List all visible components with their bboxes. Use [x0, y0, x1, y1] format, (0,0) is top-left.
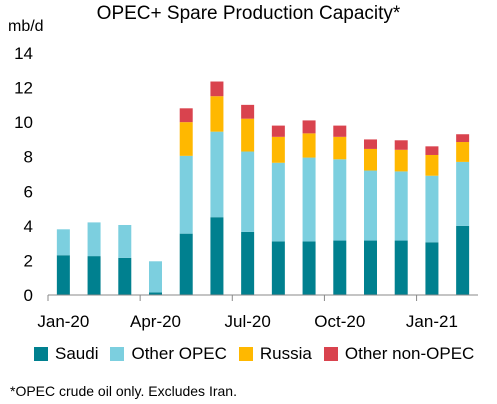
- footnote: *OPEC crude oil only. Excludes Iran.: [10, 383, 237, 399]
- bar-segment-russia: [333, 136, 347, 160]
- bar-segment-russia: [302, 133, 316, 158]
- legend: Saudi Other OPEC Russia Other non-OPEC: [34, 344, 486, 364]
- legend-swatch: [238, 347, 253, 361]
- bar-segment-other-opec: [56, 229, 70, 256]
- legend-swatch: [323, 347, 338, 361]
- legend-item: Other OPEC: [110, 344, 227, 364]
- bar-segment-other-non-opec: [394, 140, 408, 150]
- legend-label: Russia: [259, 344, 312, 363]
- bar-segment-saudi: [56, 255, 70, 295]
- bar-segment-saudi: [425, 242, 439, 295]
- bar-segment-saudi: [241, 231, 255, 295]
- bar-segment-russia: [364, 148, 377, 171]
- bar-segment-saudi: [271, 241, 285, 295]
- bar-segment-other-opec: [179, 155, 193, 234]
- y-axis-label: mb/d: [8, 18, 44, 35]
- bar-segment-other-opec: [118, 224, 132, 258]
- x-tick-label: Jan-20: [37, 312, 89, 331]
- bar-segment-saudi: [149, 292, 162, 295]
- bar-segment-saudi: [210, 217, 224, 295]
- bar-segment-russia: [425, 154, 439, 176]
- chart-plot: 0 2 4 6 8 10 12 14 Jan-20 Apr-20 Jul-20 Oct-20 Jan-…: [14, 44, 478, 331]
- bar-segment-saudi: [364, 240, 377, 295]
- bar-segment-other-non-opec: [333, 125, 347, 137]
- bar-segment-other-opec: [425, 175, 439, 243]
- bar-segment-other-non-opec: [179, 108, 193, 123]
- bar-segment-saudi: [302, 241, 316, 295]
- bar-segment-russia: [210, 96, 224, 132]
- bar-segment-other-non-opec: [456, 134, 470, 143]
- bar-segment-saudi: [456, 225, 470, 295]
- chart-title: OPEC+ Spare Production Capacity*: [96, 3, 401, 24]
- legend-label: Other OPEC: [131, 344, 227, 363]
- legend-label: Saudi: [55, 344, 99, 363]
- bar-segment-saudi: [394, 240, 408, 295]
- x-tick-label: Jul-20: [224, 312, 270, 331]
- bar-segment-other-opec: [271, 162, 285, 242]
- bar-segment-russia: [271, 136, 285, 163]
- bar-segment-saudi: [87, 256, 101, 295]
- bar-segment-other-opec: [241, 151, 255, 232]
- bar-segment-other-non-opec: [271, 125, 285, 137]
- bar-segment-other-opec: [210, 131, 224, 218]
- y-tick-label: 6: [24, 182, 33, 201]
- bar-segment-russia: [179, 122, 193, 156]
- bar-segment-russia: [456, 142, 470, 162]
- bar-segment-other-non-opec: [425, 146, 439, 155]
- legend-item: Saudi: [34, 344, 98, 364]
- y-tick-label: 10: [14, 113, 33, 132]
- bar-segment-saudi: [333, 240, 347, 295]
- x-tick-label: Oct-20: [314, 312, 365, 331]
- bar-segment-saudi: [118, 257, 132, 295]
- x-tick-label: Apr-20: [130, 312, 181, 331]
- bar-segment-russia: [394, 149, 408, 172]
- bar-segment-other-opec: [302, 157, 316, 242]
- bar-segment-russia: [241, 118, 255, 152]
- bar-segment-other-non-opec: [210, 81, 224, 97]
- legend-swatch: [110, 347, 125, 361]
- y-tick-label: 12: [14, 79, 33, 98]
- legend-swatch: [34, 347, 48, 361]
- bar-segment-other-opec: [456, 161, 470, 226]
- bar-segment-other-opec: [394, 171, 408, 241]
- bar-segment-other-non-opec: [364, 139, 377, 149]
- y-tick-label: 2: [24, 251, 33, 270]
- bar-segment-other-opec: [333, 159, 347, 241]
- bar-segment-other-opec: [149, 261, 162, 293]
- y-tick-label: 8: [24, 148, 33, 167]
- y-tick-label: 4: [24, 217, 33, 236]
- x-tick-label: Jan-21: [406, 312, 458, 331]
- legend-item: Russia: [238, 344, 312, 364]
- bar-segment-other-opec: [87, 222, 101, 257]
- bar-segment-saudi: [179, 233, 193, 295]
- y-tick-label: 0: [24, 286, 33, 305]
- y-tick-label: 14: [14, 44, 33, 63]
- bar-segment-other-non-opec: [302, 120, 316, 134]
- bar-segment-other-non-opec: [241, 104, 255, 119]
- legend-item: Other non-OPEC: [323, 344, 475, 364]
- legend-label: Other non-OPEC: [344, 344, 475, 363]
- bar-segment-other-opec: [364, 170, 377, 241]
